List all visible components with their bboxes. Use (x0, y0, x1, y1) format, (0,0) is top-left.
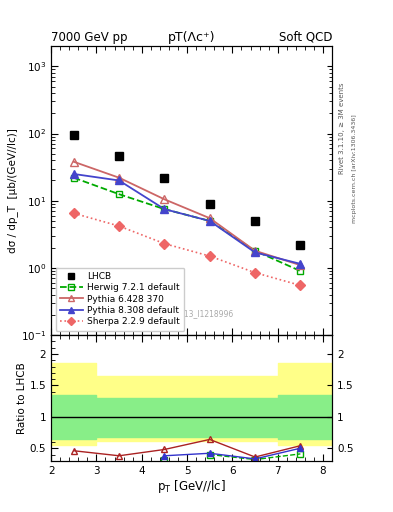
Text: 7000 GeV pp: 7000 GeV pp (51, 31, 128, 44)
X-axis label: p$_\mathrm{T}$ [GeV//lc]: p$_\mathrm{T}$ [GeV//lc] (157, 478, 226, 496)
Legend: LHCB, Herwig 7.2.1 default, Pythia 6.428 370, Pythia 8.308 default, Sherpa 2.2.9: LHCB, Herwig 7.2.1 default, Pythia 6.428… (55, 268, 184, 331)
Text: LHCB_2013_I1218996: LHCB_2013_I1218996 (150, 309, 233, 318)
Text: mcplots.cern.ch [arXiv:1306.3436]: mcplots.cern.ch [arXiv:1306.3436] (352, 115, 357, 223)
Text: Soft QCD: Soft QCD (279, 31, 332, 44)
Y-axis label: dσ / dp_T  [μb/(GeV//lc)]: dσ / dp_T [μb/(GeV//lc)] (7, 128, 18, 253)
Title: pT(Λc⁺): pT(Λc⁺) (168, 31, 215, 44)
Y-axis label: Ratio to LHCB: Ratio to LHCB (17, 362, 27, 434)
Text: Rivet 3.1.10, ≥ 3M events: Rivet 3.1.10, ≥ 3M events (339, 82, 345, 174)
